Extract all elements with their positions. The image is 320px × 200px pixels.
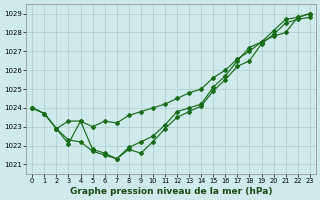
X-axis label: Graphe pression niveau de la mer (hPa): Graphe pression niveau de la mer (hPa) <box>70 187 272 196</box>
